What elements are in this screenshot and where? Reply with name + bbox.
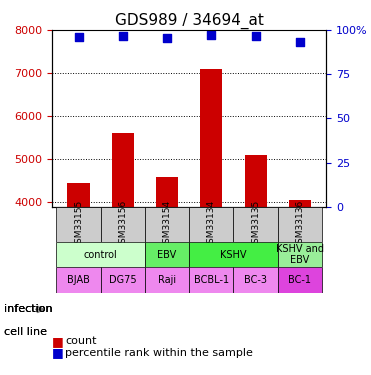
Bar <box>244 155 267 207</box>
Text: DG75: DG75 <box>109 275 137 285</box>
FancyBboxPatch shape <box>189 267 233 292</box>
Text: GSM33135: GSM33135 <box>251 200 260 249</box>
Text: BJAB: BJAB <box>67 275 90 285</box>
FancyBboxPatch shape <box>278 267 322 292</box>
FancyBboxPatch shape <box>278 242 322 267</box>
Text: BCBL-1: BCBL-1 <box>194 275 229 285</box>
Text: ■: ■ <box>52 346 64 359</box>
Text: GSM33156: GSM33156 <box>118 200 127 249</box>
FancyBboxPatch shape <box>189 242 278 267</box>
Bar <box>289 200 311 207</box>
Text: control: control <box>84 250 118 259</box>
Text: Raji: Raji <box>158 275 176 285</box>
Text: infection: infection <box>4 304 52 314</box>
Text: GSM33136: GSM33136 <box>295 200 305 249</box>
Text: GSM33155: GSM33155 <box>74 200 83 249</box>
Point <box>164 35 170 41</box>
Text: cell line: cell line <box>4 327 47 337</box>
Bar <box>156 177 178 207</box>
Text: KSHV: KSHV <box>220 250 247 259</box>
Point <box>209 32 214 38</box>
Text: cell line: cell line <box>4 327 47 337</box>
Text: infection: infection <box>4 304 52 314</box>
FancyBboxPatch shape <box>101 267 145 292</box>
Bar <box>68 183 89 207</box>
FancyBboxPatch shape <box>145 267 189 292</box>
Point <box>120 33 126 39</box>
Text: KSHV and
EBV: KSHV and EBV <box>276 244 324 266</box>
Point <box>297 39 303 45</box>
Title: GDS989 / 34694_at: GDS989 / 34694_at <box>115 12 264 28</box>
Text: infection: infection <box>4 304 52 314</box>
Text: ■: ■ <box>52 335 64 348</box>
Bar <box>112 134 134 207</box>
Bar <box>200 69 223 207</box>
FancyBboxPatch shape <box>278 207 322 242</box>
FancyBboxPatch shape <box>56 242 145 267</box>
Text: EBV: EBV <box>157 250 177 259</box>
Text: count: count <box>65 336 96 346</box>
FancyBboxPatch shape <box>145 242 189 267</box>
Text: BC-3: BC-3 <box>244 275 267 285</box>
Point <box>76 34 82 40</box>
FancyBboxPatch shape <box>101 207 145 242</box>
FancyBboxPatch shape <box>189 207 233 242</box>
Point <box>253 33 259 39</box>
FancyBboxPatch shape <box>233 207 278 242</box>
Text: BC-1: BC-1 <box>288 275 311 285</box>
Text: percentile rank within the sample: percentile rank within the sample <box>65 348 253 357</box>
Text: GSM33134: GSM33134 <box>207 200 216 249</box>
FancyBboxPatch shape <box>145 207 189 242</box>
FancyBboxPatch shape <box>56 207 101 242</box>
FancyBboxPatch shape <box>56 267 101 292</box>
FancyBboxPatch shape <box>233 267 278 292</box>
Text: GSM33154: GSM33154 <box>162 200 171 249</box>
